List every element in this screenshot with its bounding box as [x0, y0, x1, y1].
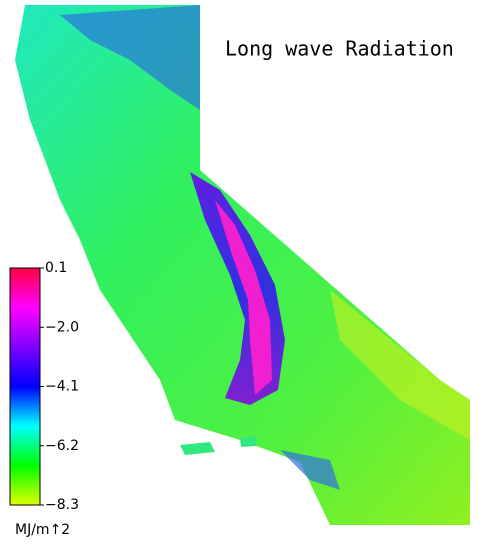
- map-title: Long wave Radiation: [225, 37, 454, 61]
- colorbar: −8.3 −6.2 −4.1 −2.0 0.1: [9, 260, 79, 513]
- tick-label: −2.0: [45, 319, 79, 335]
- tick-label: −4.1: [45, 379, 79, 395]
- colorbar-rect: [9, 267, 41, 506]
- sierra-peak: [215, 200, 272, 395]
- north-cool-area: [60, 5, 200, 110]
- tick-label: −8.3: [45, 497, 79, 513]
- south-cool-area: [280, 450, 340, 490]
- tick-label: 0.1: [45, 260, 67, 276]
- island: [240, 436, 256, 447]
- california: [15, 5, 470, 525]
- desert-area: [330, 290, 470, 440]
- tick-label: −6.2: [45, 438, 79, 454]
- island: [180, 442, 215, 455]
- unit-label: MJ/m↑2: [15, 522, 70, 538]
